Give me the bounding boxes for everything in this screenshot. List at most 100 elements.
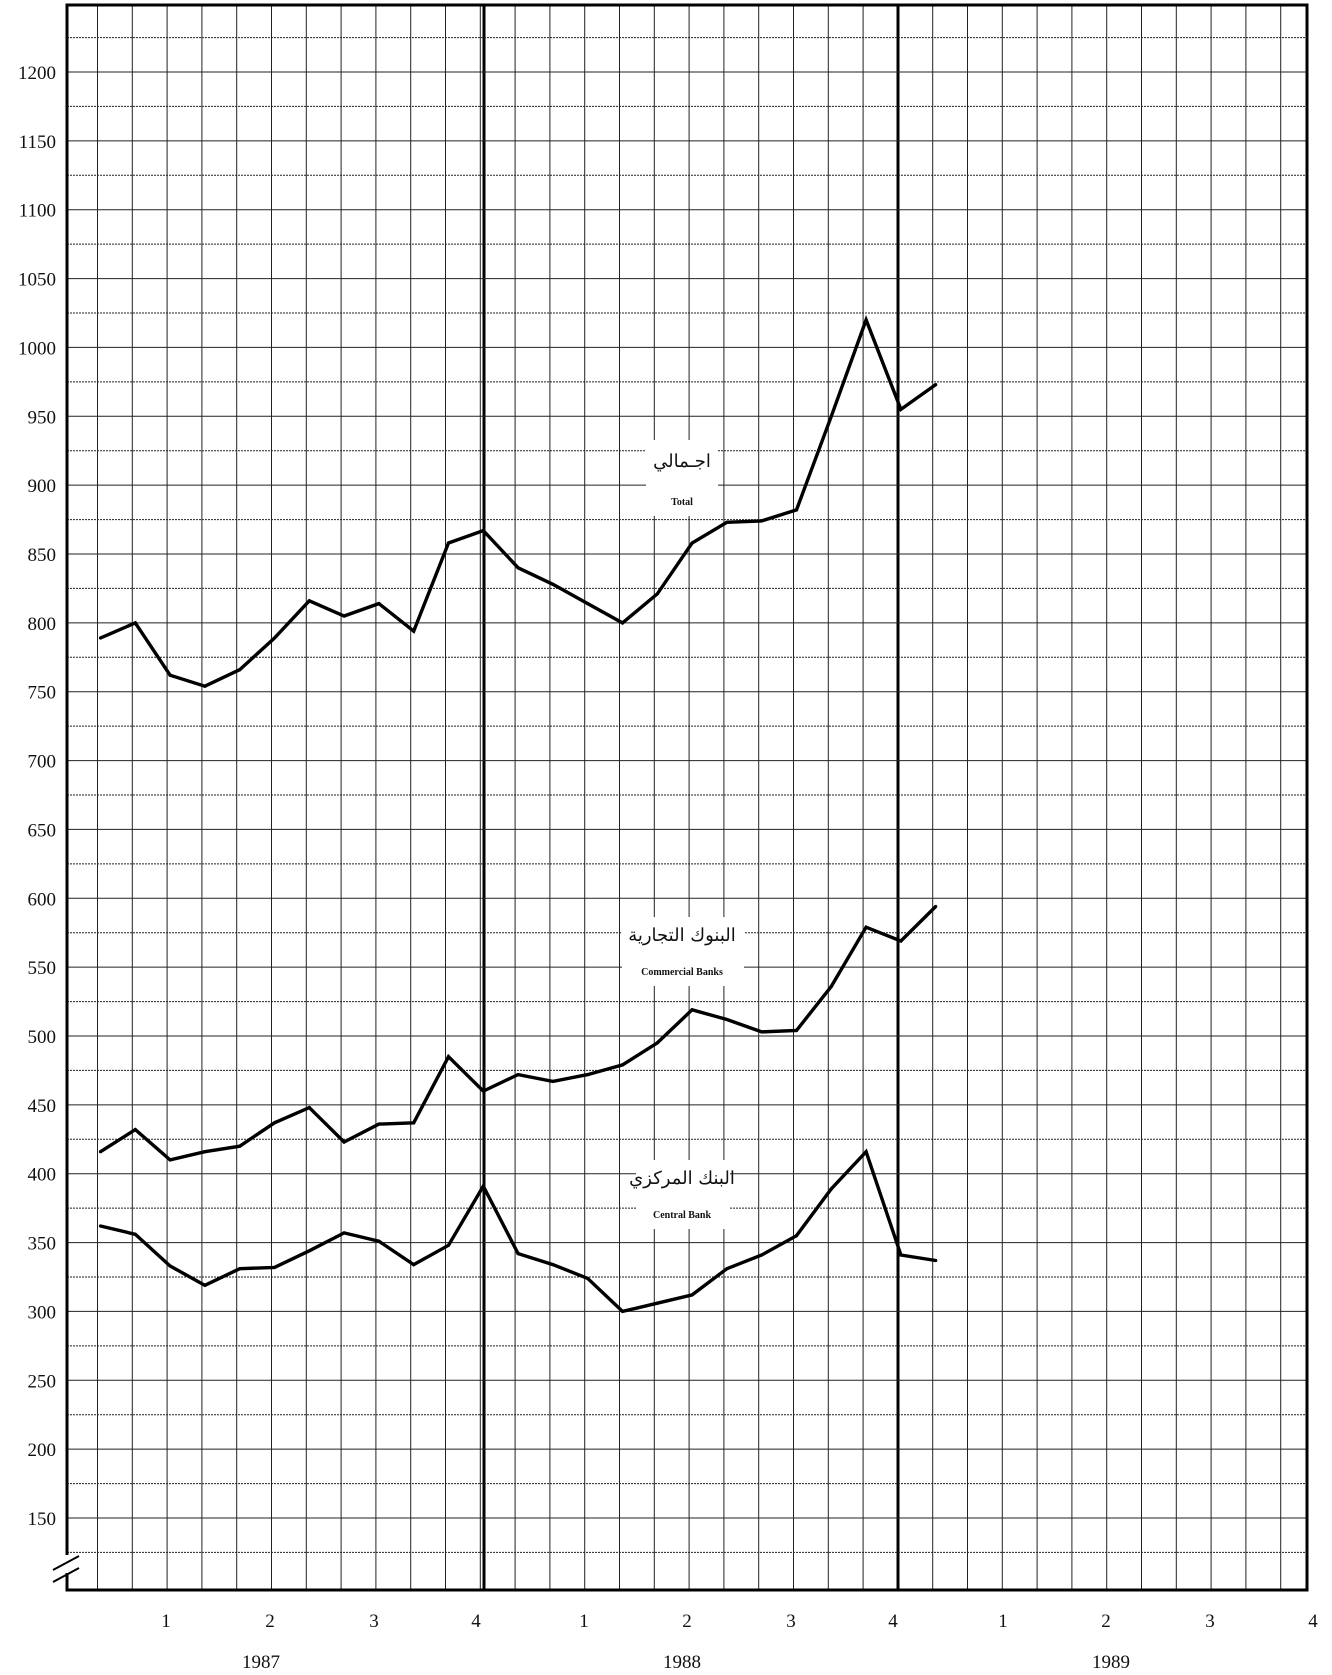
series-label-english: Central Bank (653, 1210, 712, 1221)
plot-border (65, 3, 1309, 1592)
y-tick-label: 1100 (19, 201, 56, 222)
y-tick-label: 200 (28, 1440, 57, 1461)
data-point (446, 541, 451, 545)
data-point (760, 1253, 764, 1257)
data-point (412, 629, 416, 633)
y-tick-label: 300 (28, 1302, 57, 1323)
data-point (934, 904, 938, 909)
data-point (377, 1122, 381, 1126)
data-point (829, 1187, 833, 1191)
vertical-gridlines (97, 5, 1282, 1590)
x-tick-label: 1 (998, 1611, 1008, 1632)
series-label-english: Total (671, 497, 693, 508)
data-point (168, 673, 172, 677)
data-point (551, 582, 555, 586)
data-point (655, 1041, 659, 1045)
y-tick-label: 800 (28, 614, 57, 635)
data-point (899, 407, 903, 411)
data-point (377, 602, 381, 606)
data-point (620, 1063, 625, 1067)
y-axis-tick-labels: 150 200 250 300 350 400 450 500 550 600 650 700 750 8… (18, 63, 56, 1530)
data-point (203, 1283, 207, 1287)
x-axis-year-labels: 1987 1988 1989 (242, 1652, 1130, 1673)
data-point (725, 1267, 729, 1271)
data-point (377, 1239, 381, 1243)
x-year-label: 1987 (242, 1652, 280, 1673)
data-point (307, 599, 311, 603)
data-point (446, 1243, 451, 1247)
y-tick-label: 1200 (18, 63, 56, 84)
series-group (98, 1148, 938, 1314)
data-point (481, 1184, 485, 1188)
data-point (203, 684, 207, 688)
y-tick-label: 550 (28, 958, 57, 979)
data-point (272, 636, 277, 640)
x-year-label: 1989 (1092, 1652, 1130, 1673)
data-point (342, 1140, 346, 1144)
data-point (794, 508, 799, 512)
data-point (481, 529, 485, 533)
x-tick-label: 4 (471, 1611, 481, 1632)
data-point (516, 1252, 520, 1256)
data-point (342, 614, 346, 618)
data-point (551, 1079, 555, 1083)
data-point (760, 1030, 764, 1034)
data-point (864, 925, 868, 929)
x-year-label: 1988 (663, 1652, 701, 1673)
axis-break-stroke (52, 1567, 80, 1583)
data-point (864, 1150, 868, 1154)
axis-break-mark (52, 1555, 80, 1583)
data-point (307, 1106, 311, 1110)
x-tick-label: 4 (888, 1611, 898, 1632)
data-point (168, 1158, 172, 1162)
data-point (899, 1253, 903, 1257)
axis-break-stroke (52, 1555, 80, 1571)
x-tick-label: 4 (1308, 1611, 1318, 1632)
data-point (655, 1301, 659, 1305)
data-point (516, 566, 520, 570)
data-point (516, 1073, 520, 1077)
y-tick-label: 1150 (19, 132, 56, 153)
y-tick-label: 600 (28, 889, 57, 910)
horizontal-gridlines (67, 37, 1307, 1553)
data-point (446, 1055, 451, 1059)
data-point (307, 1249, 311, 1253)
x-tick-label: 2 (682, 1611, 692, 1632)
x-tick-label: 3 (786, 1611, 796, 1632)
y-tick-label: 950 (28, 407, 57, 428)
data-point (98, 636, 103, 640)
y-tick-label: 750 (28, 683, 57, 704)
data-point (586, 1276, 590, 1280)
y-tick-label: 850 (28, 545, 57, 566)
data-point (620, 621, 625, 625)
x-tick-label: 3 (369, 1611, 379, 1632)
data-point (98, 1224, 103, 1228)
data-point (829, 414, 833, 418)
data-point (934, 1258, 938, 1263)
data-point (586, 1073, 590, 1077)
y-tick-label: 400 (28, 1165, 57, 1186)
y-tick-label: 250 (28, 1371, 57, 1392)
data-point (690, 1293, 694, 1297)
data-point (655, 592, 659, 596)
series-label-arabic: البنك المركزي (629, 1168, 735, 1189)
series-lines (98, 315, 938, 1314)
data-point (342, 1231, 346, 1235)
y-tick-label: 450 (28, 1096, 57, 1117)
data-point (725, 520, 729, 524)
x-tick-label: 2 (265, 1611, 275, 1632)
data-point (238, 668, 242, 672)
data-point (829, 984, 833, 989)
data-point (98, 1150, 103, 1154)
data-point (620, 1309, 625, 1313)
series-group (98, 904, 938, 1162)
x-tick-label: 1 (161, 1611, 171, 1632)
data-point (133, 1128, 137, 1132)
series-label: البنوك التجارية Commercial Banks (622, 917, 744, 986)
data-point (864, 318, 868, 322)
data-point (760, 519, 764, 523)
data-point (794, 1028, 799, 1033)
data-point (412, 1121, 416, 1125)
data-point (133, 1232, 137, 1236)
